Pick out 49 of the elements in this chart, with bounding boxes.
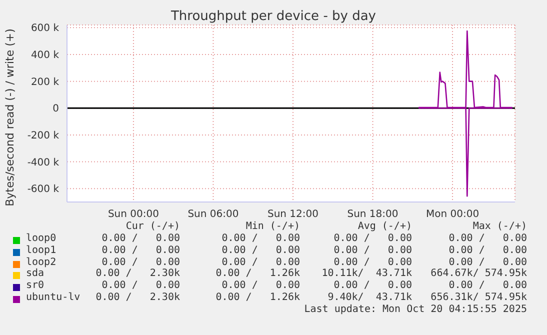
text: Max (-/+) xyxy=(472,221,527,232)
text: 0.00 / 0.00 xyxy=(334,256,412,268)
x-tick-label: Sun 00:00 xyxy=(108,209,159,220)
x-tick-label: Sun 12:00 xyxy=(267,209,319,220)
text: 0.00 / 0.00 xyxy=(102,280,180,292)
text: 0.00 / 0.00 xyxy=(102,233,180,244)
x-tick-label: Mon 00:00 xyxy=(426,209,480,220)
text: 0.00 / 0.00 xyxy=(102,244,180,256)
text: 0.00 / 0.00 xyxy=(102,256,180,268)
text: 0.00 / 0.00 xyxy=(334,233,412,244)
text: 0.00 / 0.00 xyxy=(448,244,527,256)
text: 0.00 / 2.30k xyxy=(96,292,180,303)
legend-label: sr0 xyxy=(26,280,44,292)
text: Avg (-/+) xyxy=(358,221,412,232)
text: 0.00 / 0.00 xyxy=(222,280,300,292)
legend-label: loop1 xyxy=(26,244,56,256)
text: 0.00 / 0.00 xyxy=(448,256,527,268)
legend-label: loop2 xyxy=(26,256,56,268)
text: 0.00 / 0.00 xyxy=(222,233,300,244)
text: Cur (-/+) xyxy=(126,221,180,232)
text: 0.00 / 2.30k xyxy=(96,268,180,280)
y-tick-label: -400 k xyxy=(27,157,60,168)
y-tick-label: 400 k xyxy=(30,50,60,62)
x-tick-label: Sun 06:00 xyxy=(188,209,239,220)
text: 0.00 / 0.00 xyxy=(448,233,527,244)
y-tick-label: 0 xyxy=(52,104,59,115)
chart-title: Throughput per device - by day xyxy=(170,9,378,24)
y-tick-label: -600 k xyxy=(27,184,60,196)
text: Min (-/+) xyxy=(246,221,300,232)
text: Last update: Mon Oct 20 04:15:55 2025 xyxy=(304,304,527,315)
y-tick-label: 200 k xyxy=(30,76,60,88)
legend-label: loop0 xyxy=(26,233,56,244)
text: 0.00 / 1.26k xyxy=(216,268,300,280)
text: 9.40k/ 43.71k xyxy=(328,292,412,303)
y-axis-title: Bytes/second read (-) / write (+) xyxy=(4,28,16,206)
x-tick-label: Sun 18:00 xyxy=(347,209,398,220)
legend-label: sda xyxy=(26,268,44,280)
legend-label: ubuntu-lv xyxy=(26,292,80,303)
text: 0.00 / 0.00 xyxy=(222,256,300,268)
y-tick-label: -200 k xyxy=(27,130,60,142)
text: 0.00 / 0.00 xyxy=(334,280,412,292)
text: 0.00 / 0.00 xyxy=(222,244,300,256)
text: 664.67k/ 574.95k xyxy=(430,268,527,280)
text: 0.00 / 1.26k xyxy=(216,292,300,303)
y-tick-label: 600 k xyxy=(30,23,60,34)
text: 0.00 / 0.00 xyxy=(334,244,412,256)
text: 0.00 / 0.00 xyxy=(448,280,527,292)
text: 656.31k/ 574.95k xyxy=(430,292,527,303)
text: 10.11k/ 43.71k xyxy=(322,268,412,280)
